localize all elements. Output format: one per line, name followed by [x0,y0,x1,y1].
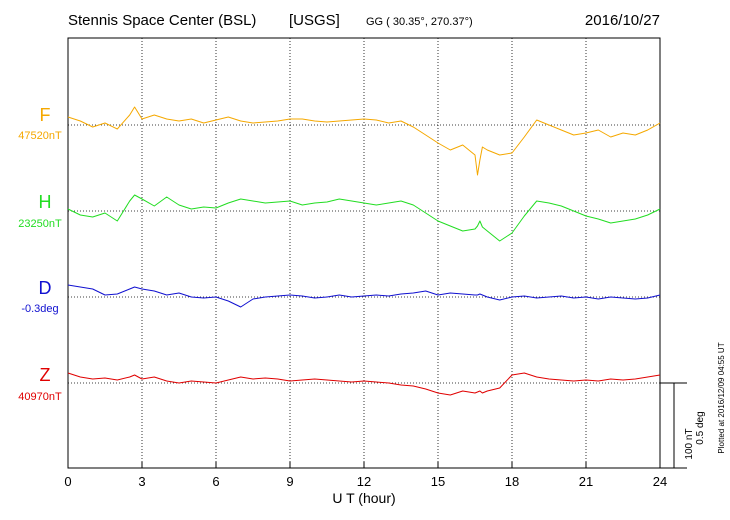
series-baseline-h: 23250nT [18,218,62,230]
series-name-z: Z [40,365,51,385]
series-line-d [67,284,661,308]
series-lines [67,106,661,396]
x-tick-label: 6 [212,474,219,489]
series-name-d: D [39,278,52,298]
x-tick-label: 3 [138,474,145,489]
scale-bar: 100 nT 0.5 deg [660,382,706,469]
x-tick-label: 18 [505,474,519,489]
series-line-f [67,106,661,176]
vertical-gridlines [67,38,661,468]
agency-label: [USGS] [289,12,340,29]
series-line-h [67,194,661,242]
series-name-h: H [39,192,52,212]
x-axis-label: U T (hour) [332,490,395,506]
x-tick-label: 21 [579,474,593,489]
plotted-timestamp: Plotted at 2016/12/09 04:55 UT [717,342,726,453]
scale-label-deg: 0.5 deg [695,411,706,444]
series-baseline-f: 47520nT [18,130,62,142]
plot-frame [67,37,661,469]
scale-label-nt: 100 nT [684,428,695,459]
coords-label: GG ( 30.35°, 270.37°) [366,16,473,28]
series-baseline-d: -0.3deg [21,303,58,315]
x-tick-label: 0 [64,474,71,489]
series-line-z [67,372,661,396]
x-tick-label: 12 [357,474,371,489]
x-tick-label: 15 [431,474,445,489]
date-label: 2016/10/27 [585,12,660,29]
x-tick-label: 9 [286,474,293,489]
series-labels: F 47520nT H 23250nT D -0.3deg Z 40970nT [18,105,62,403]
station-title: Stennis Space Center (BSL) [68,12,256,29]
series-name-f: F [40,105,51,125]
x-tick-labels: 0 3 6 9 12 15 18 21 24 [64,474,667,489]
x-tick-label: 24 [653,474,667,489]
series-baseline-z: 40970nT [18,391,62,403]
